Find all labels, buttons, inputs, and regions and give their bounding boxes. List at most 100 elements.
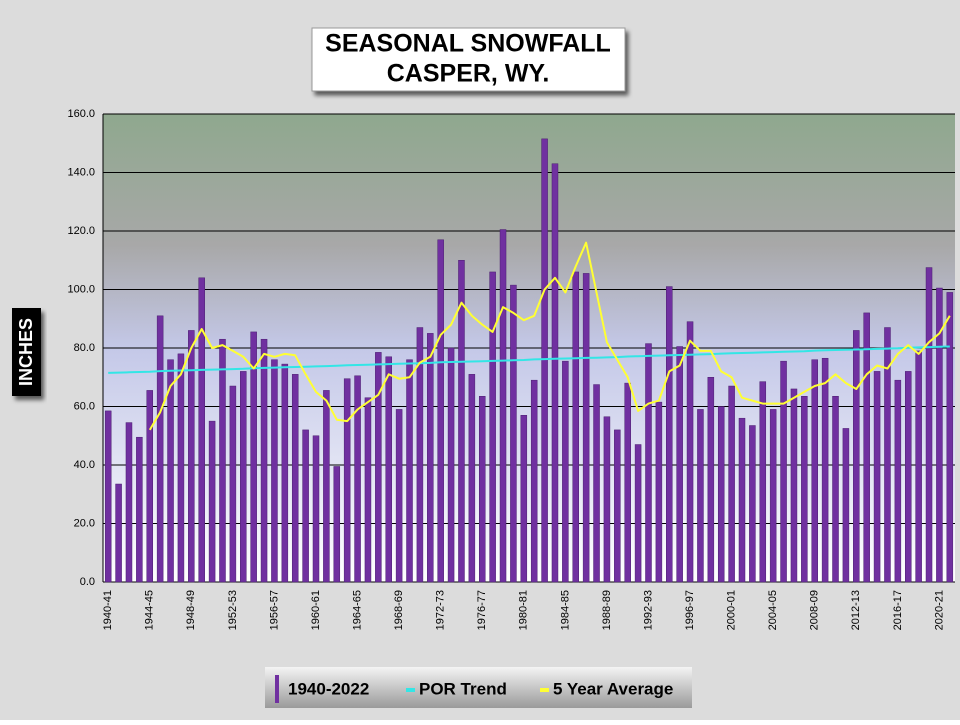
- bar: [769, 409, 777, 583]
- x-tick-label: 1976-77: [476, 590, 488, 630]
- bar: [343, 378, 351, 583]
- bar: [593, 384, 600, 583]
- bar: [312, 435, 320, 583]
- bar: [510, 284, 517, 583]
- bar: [686, 321, 694, 583]
- bar: [271, 359, 278, 583]
- y-tick-label: 160.0: [67, 108, 95, 120]
- bar: [572, 271, 580, 583]
- x-tick-label: 1964-65: [351, 590, 363, 630]
- y-label-box: [12, 308, 41, 396]
- bar: [925, 267, 933, 583]
- bar: [146, 390, 154, 583]
- bar: [219, 338, 226, 583]
- x-tick-label: 1980-81: [518, 590, 530, 630]
- bar: [645, 343, 652, 583]
- bar: [676, 346, 683, 583]
- bar: [406, 359, 413, 583]
- legend-label: 5 Year Average: [553, 679, 673, 698]
- bar: [738, 417, 746, 583]
- bar: [208, 420, 216, 583]
- x-tick-label: 1940-41: [102, 590, 114, 630]
- x-tick-label: 1952-53: [227, 590, 239, 630]
- y-tick-label: 60.0: [74, 400, 95, 412]
- bar: [749, 425, 756, 583]
- bar: [624, 382, 631, 583]
- bar: [229, 385, 237, 583]
- x-tick-label: 1960-61: [310, 590, 322, 630]
- bar: [136, 436, 143, 583]
- legend-swatch: [275, 675, 279, 703]
- bar: [551, 163, 559, 583]
- legend-label: POR Trend: [419, 679, 507, 698]
- bar: [427, 333, 434, 583]
- bar: [728, 385, 735, 583]
- y-tick-label: 100.0: [67, 283, 95, 295]
- bar: [385, 356, 392, 583]
- bar: [520, 415, 528, 583]
- bar: [717, 406, 725, 583]
- bar: [188, 330, 195, 583]
- bar: [458, 260, 465, 583]
- x-tick-label: 1944-45: [144, 590, 156, 630]
- y-tick-label: 20.0: [74, 517, 95, 529]
- bar: [915, 350, 922, 583]
- bar: [291, 374, 299, 583]
- bar: [904, 371, 912, 583]
- bar: [260, 338, 268, 583]
- x-tick-label: 1992-93: [642, 590, 654, 630]
- x-tick-label: 1948-49: [185, 590, 197, 630]
- chart-subtitle: CASPER, WY.: [387, 60, 550, 88]
- bar: [250, 331, 257, 583]
- bar: [666, 286, 673, 583]
- x-tick-label: 2000-01: [726, 590, 738, 630]
- bar: [167, 359, 174, 583]
- bar: [302, 429, 309, 583]
- bar: [634, 444, 642, 583]
- bar: [354, 375, 361, 583]
- bar: [240, 371, 247, 583]
- bar: [790, 388, 798, 583]
- bar: [707, 377, 715, 583]
- bar: [177, 353, 185, 583]
- bar: [894, 379, 902, 583]
- line: [148, 241, 951, 431]
- bar: [946, 292, 954, 583]
- bar: [811, 359, 818, 583]
- x-tick-label: 2012-13: [850, 590, 862, 630]
- bar: [842, 428, 850, 583]
- bar: [364, 397, 372, 583]
- bar: [323, 390, 330, 583]
- bar: [614, 429, 621, 583]
- bar: [416, 327, 424, 583]
- bar: [801, 396, 808, 583]
- bar: [780, 360, 787, 583]
- bar: [655, 401, 663, 583]
- chart-title: SEASONAL SNOWFALL: [325, 30, 611, 58]
- bar: [697, 409, 704, 583]
- x-tick-label: 2020-21: [933, 590, 945, 630]
- bar: [125, 422, 133, 583]
- x-tick-label: 1984-85: [559, 590, 571, 630]
- y-tick-label: 0.0: [80, 576, 95, 588]
- bar: [936, 287, 943, 583]
- bar: [863, 312, 870, 583]
- x-tick-label: 1996-97: [684, 590, 696, 630]
- bar: [489, 271, 496, 583]
- bar: [884, 327, 891, 583]
- y-tick-label: 140.0: [67, 166, 95, 178]
- legend-swatch: [540, 688, 549, 692]
- bar: [437, 239, 444, 583]
- bar: [499, 229, 507, 583]
- bar: [375, 352, 382, 583]
- bar: [582, 273, 590, 583]
- bar: [562, 360, 569, 583]
- bar: [333, 466, 341, 583]
- x-tick-label: 1988-89: [601, 590, 613, 630]
- bar: [821, 357, 829, 583]
- bar: [759, 381, 767, 583]
- legend-box: [265, 667, 692, 708]
- bar: [541, 138, 548, 583]
- bar: [873, 371, 881, 583]
